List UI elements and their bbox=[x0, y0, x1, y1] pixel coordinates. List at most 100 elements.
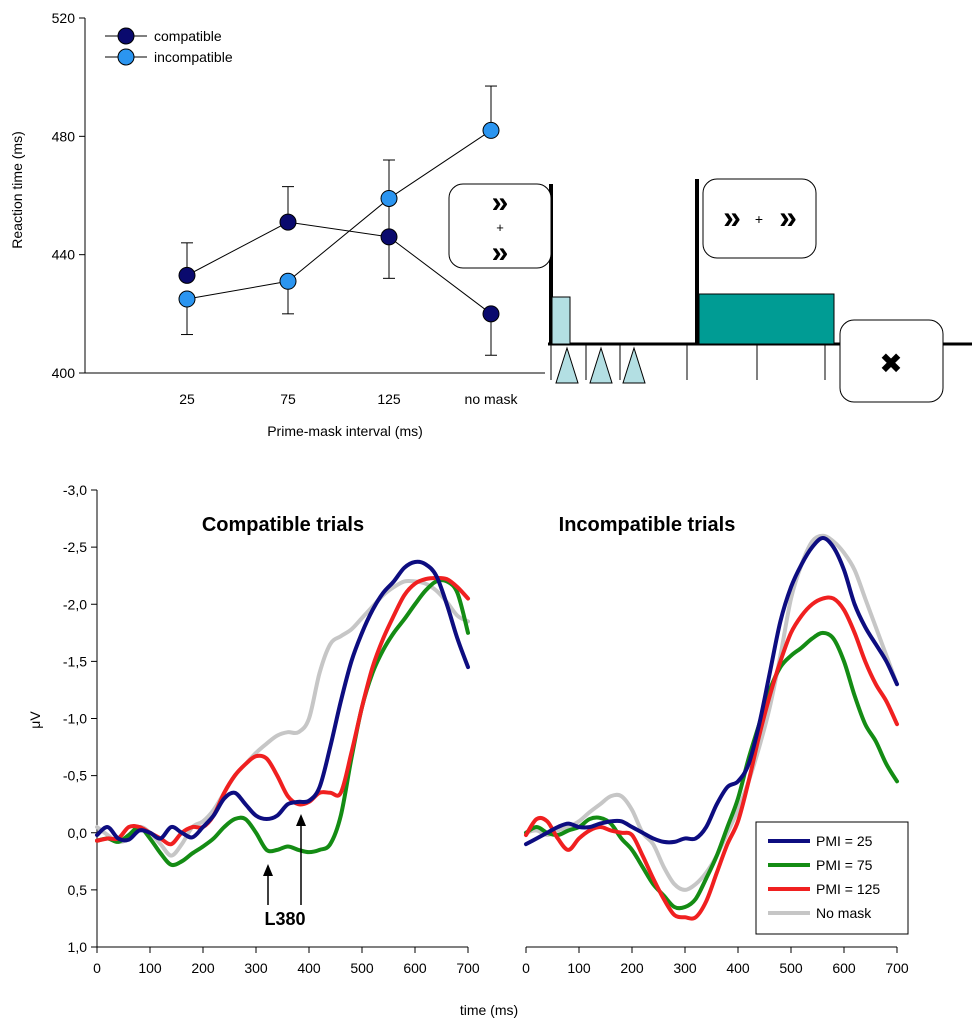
erp-series-line bbox=[524, 595, 899, 921]
prime-arrows-bottom: » bbox=[492, 236, 509, 269]
erp-x-tick-label: 200 bbox=[620, 960, 644, 976]
rt-data-point bbox=[380, 189, 398, 207]
mask-interval-triangle bbox=[555, 346, 579, 384]
erp-y-tick-label: -1,5 bbox=[63, 653, 87, 669]
erp-x-tick-label: 0 bbox=[522, 960, 530, 976]
rt-y-ticks: 400 440 480 520 bbox=[52, 10, 85, 381]
erp-legend-label: No mask bbox=[816, 905, 872, 921]
l380-label: L380 bbox=[264, 909, 305, 929]
erp-series-line bbox=[95, 578, 470, 868]
timeline-ticks bbox=[550, 344, 826, 380]
compatible-y-ticks: -3,0 -2,5 -2,0 -1,5 -1,0 -0,5 0,0 0,5 1,0 bbox=[63, 482, 97, 955]
l380-arrowhead-2 bbox=[296, 814, 306, 826]
erp-y-tick-label: 1,0 bbox=[68, 939, 88, 955]
rt-data-point bbox=[482, 121, 500, 139]
incompatible-x-ticks: 0 100 200 300 400 500 600 700 bbox=[522, 947, 909, 976]
rt-data-point bbox=[178, 266, 196, 284]
rt-x-axis-title: Prime-mask interval (ms) bbox=[267, 423, 423, 439]
l380-arrowhead-1 bbox=[263, 864, 273, 876]
mask-interval-triangle bbox=[622, 346, 646, 384]
target-arrows-right: » bbox=[779, 199, 797, 235]
rt-y-axis-title: Reaction time (ms) bbox=[9, 131, 25, 248]
rt-legend-marker bbox=[117, 48, 135, 66]
erp-x-tick-label: 500 bbox=[779, 960, 803, 976]
shared-x-axis-title: time (ms) bbox=[460, 1002, 518, 1018]
erp-x-tick-label: 200 bbox=[191, 960, 215, 976]
rt-x-tick-label: 125 bbox=[377, 391, 401, 407]
compatible-x-ticks: 0 100 200 300 400 500 600 700 bbox=[93, 947, 480, 976]
mask-interval-triangle bbox=[589, 346, 613, 384]
prime-bar bbox=[551, 296, 571, 345]
erp-x-tick-label: 0 bbox=[93, 960, 101, 976]
rt-y-tick-label: 480 bbox=[52, 128, 76, 144]
erp-x-tick-label: 100 bbox=[138, 960, 162, 976]
erp-x-tick-label: 400 bbox=[297, 960, 321, 976]
trial-timeline-diagram: » + » » + » ✖ bbox=[448, 178, 972, 403]
rt-axes bbox=[84, 18, 545, 374]
erp-legend-label: PMI = 25 bbox=[816, 833, 873, 849]
rt-legend: compatible incompatible bbox=[105, 27, 233, 66]
erp-legend-label: PMI = 125 bbox=[816, 881, 880, 897]
mask-icon: ✖ bbox=[879, 348, 902, 379]
erp-x-tick-label: 500 bbox=[350, 960, 374, 976]
compatible-panel-title: Compatible trials bbox=[202, 514, 364, 536]
incompatible-series bbox=[524, 533, 899, 921]
rt-legend-label: compatible bbox=[154, 28, 222, 44]
target-arrows-left: » bbox=[723, 199, 741, 235]
rt-series-line bbox=[186, 221, 492, 315]
incompatible-trials-panel: 0 100 200 300 400 500 600 700 Incompatible tria… bbox=[522, 514, 909, 976]
prime-arrows-top: » bbox=[492, 186, 509, 219]
prime-display-box bbox=[448, 183, 552, 269]
erp-x-tick-label: 300 bbox=[673, 960, 697, 976]
erp-x-tick-label: 400 bbox=[726, 960, 750, 976]
rt-x-tick-label: no mask bbox=[465, 391, 519, 407]
compatible-axes bbox=[96, 490, 468, 948]
compatible-series bbox=[95, 559, 470, 868]
erp-x-tick-label: 700 bbox=[885, 960, 909, 976]
rt-data-point bbox=[178, 290, 196, 308]
rt-y-tick-label: 520 bbox=[52, 10, 76, 26]
rt-series bbox=[178, 85, 500, 356]
rt-data-point bbox=[279, 272, 297, 290]
rt-x-tick-label: 75 bbox=[280, 391, 296, 407]
incompatible-panel-title: Incompatible trials bbox=[559, 514, 736, 536]
erp-legend-label: PMI = 75 bbox=[816, 857, 873, 873]
erp-x-tick-label: 600 bbox=[832, 960, 856, 976]
rt-data-point bbox=[482, 305, 500, 323]
erp-y-tick-label: 0,0 bbox=[68, 825, 88, 841]
erp-series-line bbox=[95, 578, 470, 858]
erp-legend: PMI = 25 PMI = 75 PMI = 125 No mask bbox=[755, 821, 909, 935]
rt-y-tick-label: 400 bbox=[52, 365, 76, 381]
rt-series-line bbox=[186, 130, 492, 300]
erp-series-line bbox=[95, 575, 470, 847]
rt-y-tick-label: 440 bbox=[52, 247, 76, 263]
erp-y-axis-title: μV bbox=[27, 711, 43, 729]
erp-series-line bbox=[524, 630, 899, 911]
erp-x-tick-label: 600 bbox=[403, 960, 427, 976]
erp-x-tick-label: 300 bbox=[244, 960, 268, 976]
compatible-trials-panel: -3,0 -2,5 -2,0 -1,5 -1,0 -0,5 0,0 0,5 1,0 0 100 20… bbox=[27, 482, 480, 976]
erp-x-tick-label: 100 bbox=[567, 960, 591, 976]
mask-display-box bbox=[839, 319, 944, 403]
erp-y-tick-label: -0,5 bbox=[63, 768, 87, 784]
erp-series-line bbox=[95, 559, 470, 843]
erp-y-tick-label: -3,0 bbox=[63, 482, 87, 498]
rt-x-tick-label: 25 bbox=[179, 391, 195, 407]
erp-y-tick-label: -2,5 bbox=[63, 539, 87, 555]
erp-series-line bbox=[524, 535, 899, 847]
reaction-time-chart: 400 440 480 520 25 75 125 no mask Prime-mask i… bbox=[9, 10, 545, 439]
erp-y-tick-label: -1,0 bbox=[63, 711, 87, 727]
target-bar bbox=[698, 293, 835, 345]
erp-y-tick-label: -2,0 bbox=[63, 596, 87, 612]
rt-x-ticks: 25 75 125 no mask bbox=[179, 391, 518, 407]
erp-y-tick-label: 0,5 bbox=[68, 882, 88, 898]
rt-data-point bbox=[279, 213, 297, 231]
erp-x-tick-label: 700 bbox=[456, 960, 480, 976]
l380-annotation: L380 bbox=[263, 814, 306, 929]
prime-fixation-plus: + bbox=[496, 220, 504, 235]
target-fixation-plus: + bbox=[755, 211, 763, 227]
rt-data-point bbox=[380, 228, 398, 246]
rt-legend-label: incompatible bbox=[154, 49, 233, 65]
rt-legend-marker bbox=[117, 27, 135, 45]
